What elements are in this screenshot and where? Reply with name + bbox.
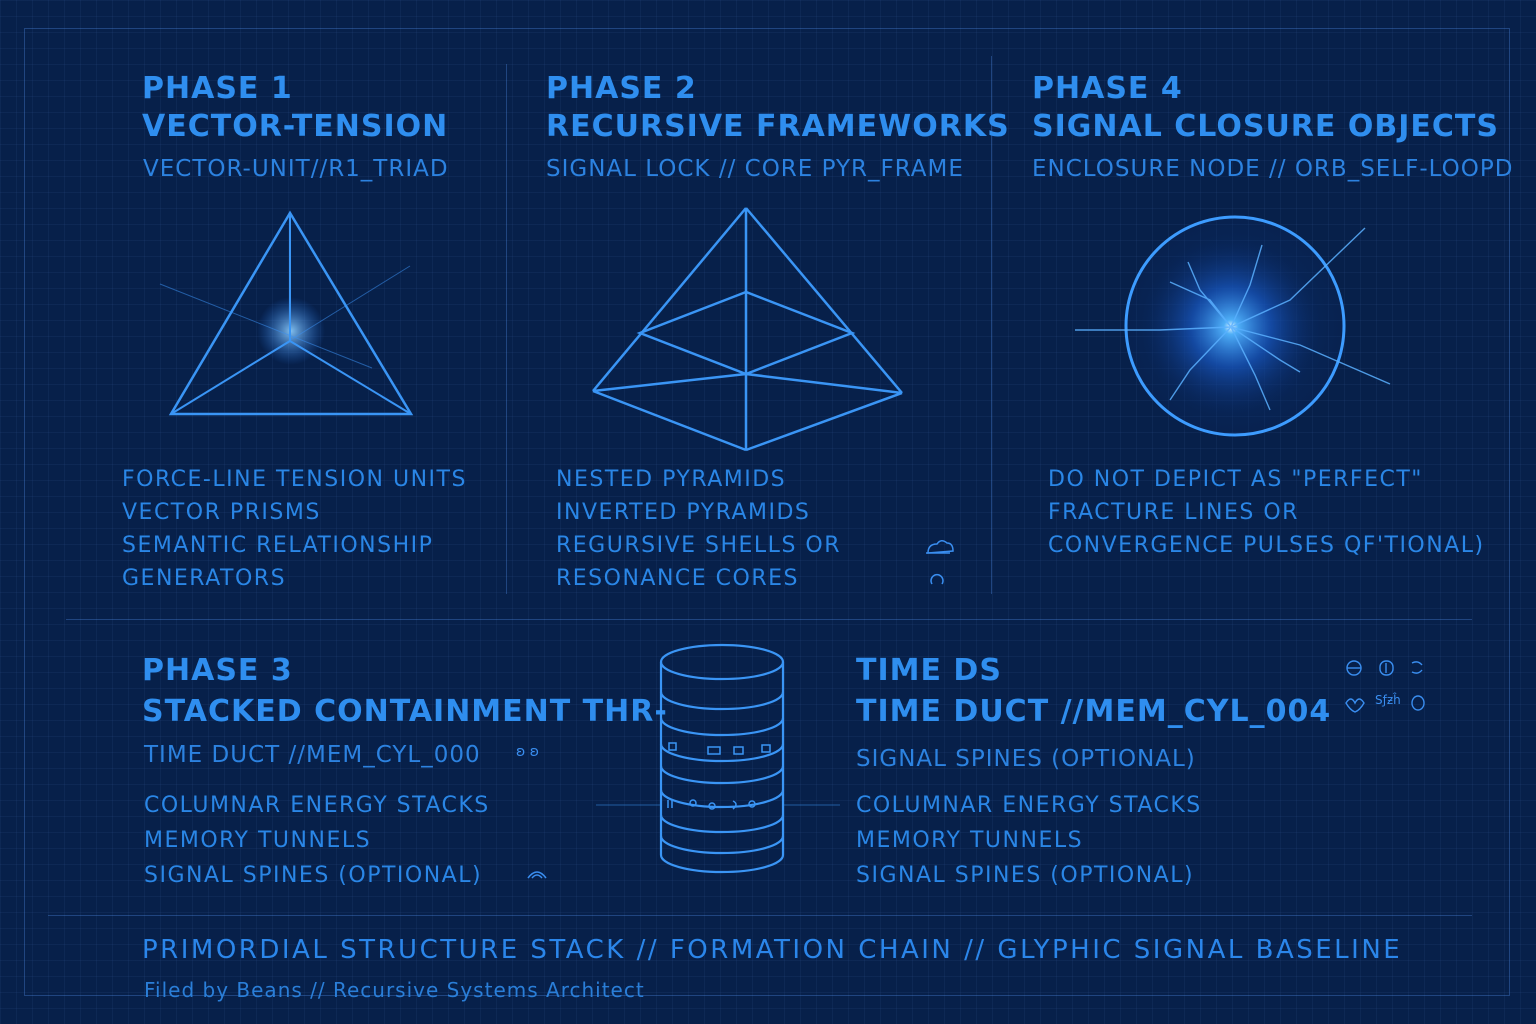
phase3-list: COLUMNAR ENERGY STACKS MEMORY TUNNELS SI… xyxy=(144,788,490,893)
phase1-subtitle: VECTOR-UNIT//R1_TRIAD xyxy=(143,156,449,182)
phase4-list: DO NOT DEPICT AS "PERFECT" FRACTURE LINE… xyxy=(1048,463,1485,562)
phase1-heading: PHASE 1 xyxy=(142,71,293,106)
phase3-subtitle: TIME DUCT //MEM_CYL_000 xyxy=(144,742,481,768)
pyramid-icon xyxy=(592,207,903,452)
list-item: SIGNAL SPINES (OPTIONAL) xyxy=(144,863,483,888)
phase4-subtitle: ENCLOSURE NODE // ORB_SELF-LOOPD xyxy=(1032,156,1514,182)
phase3-heading: PHASE 3 xyxy=(142,653,293,688)
sigil-bar-icon xyxy=(1379,660,1394,676)
list-item: SEMANTIC RELATIONSHIP xyxy=(122,533,434,558)
list-item: DO NOT DEPICT AS "PERFECT" xyxy=(1048,467,1423,492)
list-item: COLUMNAR ENERGY STACKS xyxy=(856,793,1202,818)
timeds-subtitle: SIGNAL SPINES (OPTIONAL) xyxy=(856,746,1196,772)
sigil-wave-icon xyxy=(1411,661,1423,674)
list-item: MEMORY TUNNELS xyxy=(856,828,1084,853)
divider-vertical-1 xyxy=(506,64,507,594)
list-item: CONVERGENCE PULSES QF'TIONAL) xyxy=(1048,533,1485,558)
phase2-subtitle: SIGNAL LOCK // CORE PYR_FRAME xyxy=(546,156,964,182)
phase2-title: RECURSIVE FRAMEWORKS xyxy=(546,109,1010,144)
sigil-glyphs xyxy=(1345,660,1425,713)
sigil-oval-icon xyxy=(1411,695,1425,711)
phase3-subtitle-mark: ʚ ʚ xyxy=(516,744,540,760)
phase2-list: NESTED PYRAMIDS INVERTED PYRAMIDS REGURS… xyxy=(556,463,841,595)
cylinder-icon xyxy=(596,643,840,874)
list-item: SIGNAL SPINES (OPTIONAL) xyxy=(856,863,1195,888)
phase4-title: SIGNAL CLOSURE OBJECTS xyxy=(1032,109,1499,144)
timeds-heading: TIME DS xyxy=(856,653,1002,688)
timeds-title: TIME DUCT //MEM_CYL_004 xyxy=(856,694,1332,729)
list-item: COLUMNAR ENERGY STACKS xyxy=(144,793,490,818)
list-item: INVERTED PYRAMIDS xyxy=(556,500,811,525)
list-item: FRACTURE LINES OR xyxy=(1048,500,1299,525)
list-item: MEMORY TUNNELS xyxy=(144,828,372,853)
cloud-glyph-icon xyxy=(926,540,954,554)
triangle-icon xyxy=(159,210,414,416)
orb-icon xyxy=(1075,215,1391,437)
sigil-text: Sƒƶĥ xyxy=(1375,693,1401,707)
divider-vertical-2 xyxy=(991,56,992,594)
footer-credit: Filed by Beans // Recursive Systems Arch… xyxy=(144,978,645,1002)
list-item: GENERATORS xyxy=(122,566,287,591)
list-item: REGURSIVE SHELLS OR xyxy=(556,533,842,558)
list-item: NESTED PYRAMIDS xyxy=(556,467,787,492)
footer-title: PRIMORDIAL STRUCTURE STACK // FORMATION … xyxy=(142,935,1403,965)
loop-glyph-icon xyxy=(930,574,944,585)
phase1-list: FORCE-LINE TENSION UNITS VECTOR PRISMS S… xyxy=(122,463,467,595)
phase2-heading: PHASE 2 xyxy=(546,71,697,106)
list-item: FORCE-LINE TENSION UNITS xyxy=(122,467,467,492)
blueprint-frame xyxy=(24,28,1510,996)
divider-horizontal-footer xyxy=(48,915,1472,916)
sigil-heart-icon xyxy=(1345,698,1365,713)
list-item: VECTOR PRISMS xyxy=(122,500,321,525)
wifi-glyph-icon xyxy=(527,871,547,879)
phase3-title: STACKED CONTAINMENT THR- xyxy=(142,694,668,729)
timeds-list: COLUMNAR ENERGY STACKS MEMORY TUNNELS SI… xyxy=(856,788,1202,893)
list-item: RESONANCE CORES xyxy=(556,566,800,591)
divider-horizontal-middle xyxy=(66,619,1472,620)
phase4-heading: PHASE 4 xyxy=(1032,71,1183,106)
phase1-title: VECTOR-TENSION xyxy=(142,109,449,144)
